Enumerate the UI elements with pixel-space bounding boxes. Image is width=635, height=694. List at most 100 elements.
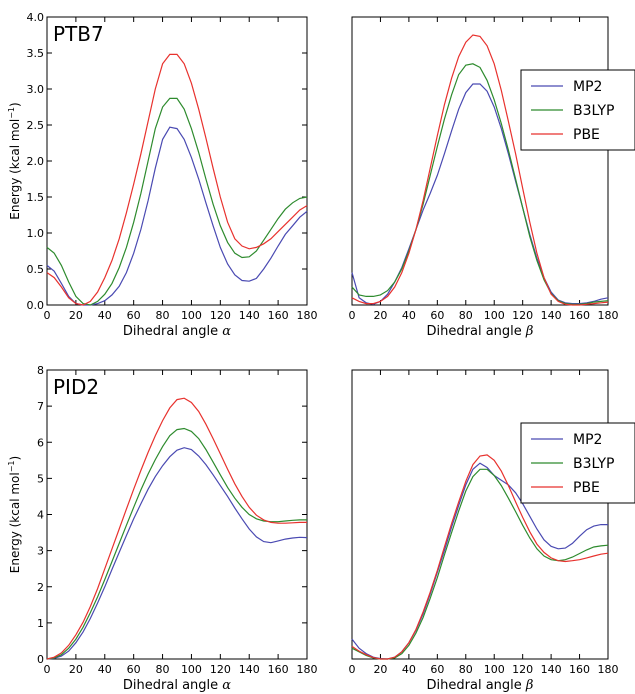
x-tick-label: 60: [127, 663, 141, 676]
x-tick-label: 0: [349, 663, 356, 676]
x-tick-label: 20: [69, 663, 83, 676]
legend-label: B3LYP: [573, 103, 614, 119]
series-line-mp2: [46, 447, 308, 660]
x-tick-label: 180: [598, 663, 619, 676]
x-tick-label: 100: [484, 663, 505, 676]
x-tick-label: 180: [598, 309, 619, 322]
legend-label: B3LYP: [573, 456, 614, 472]
y-tick-label: 2.0: [27, 155, 45, 168]
x-tick-label: 80: [459, 309, 473, 322]
x-tick-label: 0: [349, 309, 356, 322]
y-axis-label-prefix: Energy (kcal mol: [8, 119, 22, 220]
x-tick-label: 180: [297, 663, 318, 676]
series-line-b3lyp: [351, 468, 609, 660]
y-tick-label: 3: [37, 545, 44, 558]
x-tick-label: 60: [430, 663, 444, 676]
y-axis-label-sup: −1: [7, 460, 16, 472]
y-tick-label: 4: [37, 509, 44, 522]
x-tick-label: 20: [69, 309, 83, 322]
y-tick-label: 7: [37, 400, 44, 413]
y-axis-label-suffix: ): [8, 456, 22, 461]
x-axis-label-symbol: β: [525, 678, 534, 693]
axes-frame: [351, 16, 609, 306]
y-tick-label: 0.0: [27, 299, 45, 312]
x-tick-label: 0: [44, 309, 51, 322]
y-tick-label: 1.5: [27, 191, 45, 204]
x-tick-label: 140: [239, 663, 260, 676]
x-tick-label: 160: [268, 309, 289, 322]
legend-label: PBE: [573, 480, 600, 496]
series-line-pbe: [351, 34, 609, 306]
x-tick-label: 160: [569, 309, 590, 322]
legend-label: MP2: [573, 432, 602, 448]
legend: MP2 B3LYP PBE: [520, 69, 635, 151]
legend-label: MP2: [573, 79, 602, 95]
x-tick-label: 120: [512, 663, 533, 676]
series-line-mp2: [46, 126, 308, 306]
x-axis-label-symbol: α: [222, 678, 231, 693]
series-line-pbe: [351, 454, 609, 660]
x-axis-label-text: Dihedral angle: [123, 678, 222, 693]
chart-panel-4: 0 20 40 60 80 100 120 140 160 180 Dihedral angle β…: [349, 369, 635, 693]
y-axis-label: Energy (kcal mol−1): [7, 102, 22, 219]
x-tick-label: 100: [181, 309, 202, 322]
y-axis-label: Energy (kcal mol−1): [7, 456, 22, 573]
axes-frame: [351, 369, 609, 660]
panel-title: PTB7: [53, 22, 104, 46]
y-tick-label: 4.0: [27, 11, 45, 24]
y-tick-label: 0: [37, 653, 44, 666]
x-axis-label: Dihedral angle α: [123, 678, 231, 693]
series-line-b3lyp: [46, 427, 307, 660]
x-axis-label: Dihedral angle α: [123, 324, 231, 339]
x-tick-label: 140: [239, 309, 260, 322]
y-tick-label: 3.0: [27, 83, 45, 96]
x-tick-label: 120: [210, 663, 231, 676]
x-axis-label-text: Dihedral angle: [123, 324, 222, 339]
x-tick-label: 100: [181, 663, 202, 676]
x-tick-label: 40: [402, 309, 416, 322]
x-axis-label-symbol: β: [525, 324, 534, 339]
x-tick-label: 160: [268, 663, 289, 676]
x-tick-label: 140: [541, 663, 562, 676]
x-tick-label: 140: [541, 309, 562, 322]
x-tick-label: 180: [297, 309, 318, 322]
y-tick-label: 2: [37, 581, 44, 594]
y-axis-label-suffix: ): [8, 102, 22, 107]
x-tick-label: 80: [156, 663, 170, 676]
x-tick-label: 80: [156, 309, 170, 322]
x-tick-label: 0: [44, 663, 51, 676]
x-axis-label: Dihedral angle β: [427, 678, 534, 693]
chart-panel-2: 0 20 40 60 80 100 120 140 160 180 Dihedral angle β…: [349, 16, 635, 339]
x-tick-label: 120: [512, 309, 533, 322]
x-tick-label: 120: [210, 309, 231, 322]
x-tick-label: 40: [402, 663, 416, 676]
x-tick-label: 160: [569, 663, 590, 676]
panel-title: PID2: [53, 375, 99, 399]
y-tick-label: 1.0: [27, 227, 45, 240]
x-axis-label-symbol: α: [222, 324, 231, 339]
x-tick-label: 100: [484, 309, 505, 322]
y-tick-label: 5: [37, 472, 44, 485]
chart-panel-3: 0 20 40 60 80 100 120 140 160 180 0 1 2 3 4 5 6 7 8 PID2 Dih…: [7, 364, 318, 693]
series-line-b3lyp: [46, 97, 308, 306]
y-axis-label-sup: −1: [7, 107, 16, 119]
x-tick-label: 20: [373, 309, 387, 322]
x-tick-label: 60: [127, 309, 141, 322]
series-line-pbe: [46, 397, 307, 660]
x-axis-label-text: Dihedral angle: [427, 678, 526, 693]
y-tick-label: 6: [37, 436, 44, 449]
x-axis-label-text: Dihedral angle: [427, 324, 526, 339]
legend-label: PBE: [573, 127, 600, 143]
y-tick-label: 3.5: [27, 47, 45, 60]
series-line-b3lyp: [351, 63, 609, 305]
x-tick-label: 40: [98, 309, 112, 322]
y-tick-label: 0.5: [27, 263, 45, 276]
y-tick-label: 8: [37, 364, 44, 377]
y-tick-label: 1: [37, 617, 44, 630]
y-tick-label: 2.5: [27, 119, 45, 132]
chart-panel-1: 0 20 40 60 80 100 120 140 160 180 0.0 0.5 1.0 1.5 2.0 2…: [7, 11, 318, 339]
x-axis-label: Dihedral angle β: [427, 324, 534, 339]
legend: MP2 B3LYP PBE: [520, 422, 635, 504]
x-tick-label: 40: [98, 663, 112, 676]
